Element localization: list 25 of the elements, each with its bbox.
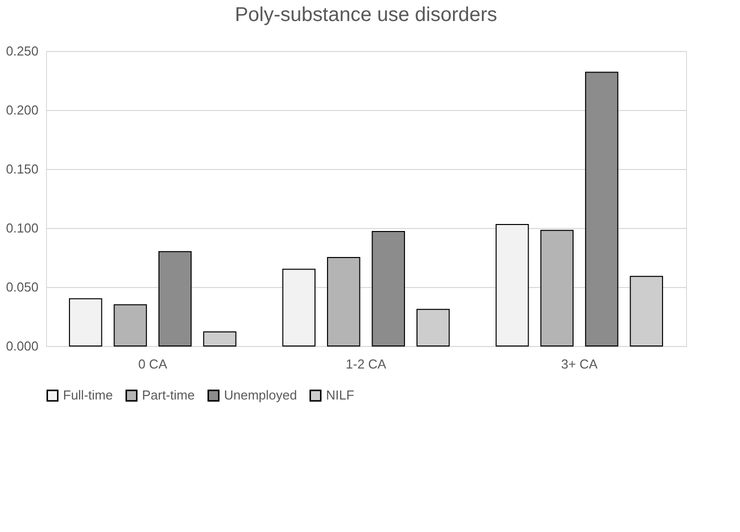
legend-label: Part-time — [142, 388, 195, 403]
legend-label: NILF — [326, 388, 354, 403]
bar — [585, 72, 618, 346]
y-tick-label: 0.250 — [6, 44, 38, 58]
bar — [372, 231, 405, 346]
y-tick-label: 0.000 — [6, 338, 38, 354]
x-tick-label: 3+ CA — [561, 356, 598, 372]
legend-label: Unemployed — [224, 388, 297, 403]
bar — [203, 331, 236, 346]
y-tick-label: 0.150 — [6, 162, 38, 176]
y-tick-label: 0.050 — [6, 280, 38, 294]
y-tick-label: 0.100 — [6, 220, 38, 236]
bar — [282, 268, 316, 346]
bar — [416, 308, 450, 346]
bar — [68, 298, 102, 346]
bar — [158, 251, 192, 346]
bar — [496, 224, 529, 346]
bar — [114, 304, 147, 346]
bar — [540, 230, 574, 346]
x-tick-label: 1-2 CA — [346, 356, 387, 372]
bar — [327, 257, 360, 346]
legend-label: Full-time — [63, 388, 113, 403]
chart-title: Poly-substance use disorders — [234, 4, 498, 26]
x-tick-label: 0 CA — [138, 356, 168, 372]
y-tick-label: 0.200 — [6, 102, 38, 118]
